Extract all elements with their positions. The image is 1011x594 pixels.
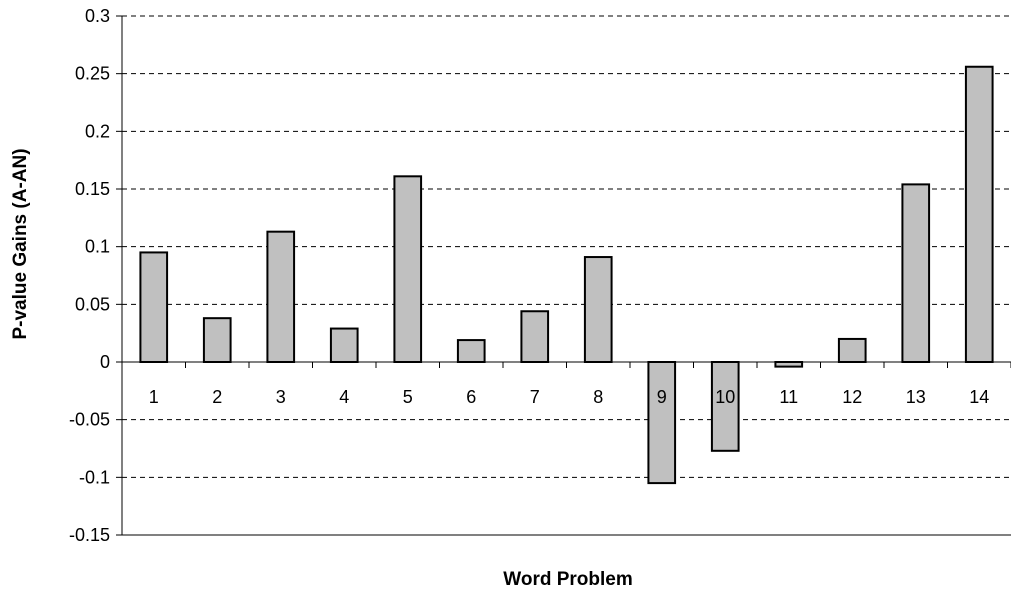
- y-tick-label: 0.05: [75, 294, 110, 314]
- x-tick-label: 5: [403, 387, 413, 407]
- y-tick-label: -0.05: [69, 410, 110, 430]
- bar-9: [647, 361, 677, 485]
- x-tick-label: 4: [339, 387, 349, 407]
- y-axis-title: P-value Gains (A-AN): [10, 148, 31, 339]
- bar-14: [964, 65, 994, 363]
- x-axis-title: Word Problem: [503, 569, 633, 590]
- x-tick-label: 11: [779, 387, 798, 407]
- axes: [116, 15, 1011, 536]
- bars: [139, 65, 994, 485]
- y-tick-label: 0.15: [75, 179, 110, 199]
- y-tick-label: 0: [100, 352, 110, 372]
- y-tick-label: 0.3: [85, 6, 110, 26]
- x-tick-label: 10: [715, 387, 735, 407]
- x-tick-labels: 1 2 3 4 5 6 7 8 9 10 11 12 13 14: [149, 387, 990, 407]
- bar-8: [583, 256, 613, 363]
- y-tick-label: 0.2: [85, 121, 110, 141]
- bar-10: [710, 361, 740, 452]
- bar-1: [139, 251, 169, 363]
- bar-13: [901, 183, 931, 363]
- bar-4: [329, 327, 359, 364]
- bar-6: [456, 339, 486, 364]
- y-tick-label: 0.25: [75, 64, 110, 84]
- x-tick-label: 12: [842, 387, 862, 407]
- x-tick-label: 1: [149, 387, 159, 407]
- bar-11: [774, 361, 804, 368]
- x-tick-label: 2: [212, 387, 222, 407]
- bar-5: [393, 175, 423, 363]
- x-tick-label: 9: [657, 387, 667, 407]
- x-tick-label: 13: [906, 387, 926, 407]
- bar-7: [520, 310, 550, 363]
- bar-2: [202, 317, 232, 364]
- y-tick-label: 0.1: [85, 237, 110, 257]
- bar-12: [837, 337, 867, 363]
- bar-3: [266, 230, 296, 363]
- x-tick-label: 8: [593, 387, 603, 407]
- y-tick-label: -0.1: [79, 467, 110, 487]
- x-tick-label: 6: [466, 387, 476, 407]
- y-tick-label: -0.15: [69, 525, 110, 545]
- x-tick-label: 3: [276, 387, 286, 407]
- x-tick-label: 7: [530, 387, 540, 407]
- gridlines: [122, 15, 1011, 478]
- y-tick-labels: 0.3 0.25 0.2 0.15 0.1 0.05 0 -0.05 -0.1 -0.15: [69, 6, 110, 545]
- x-tick-label: 14: [969, 387, 989, 407]
